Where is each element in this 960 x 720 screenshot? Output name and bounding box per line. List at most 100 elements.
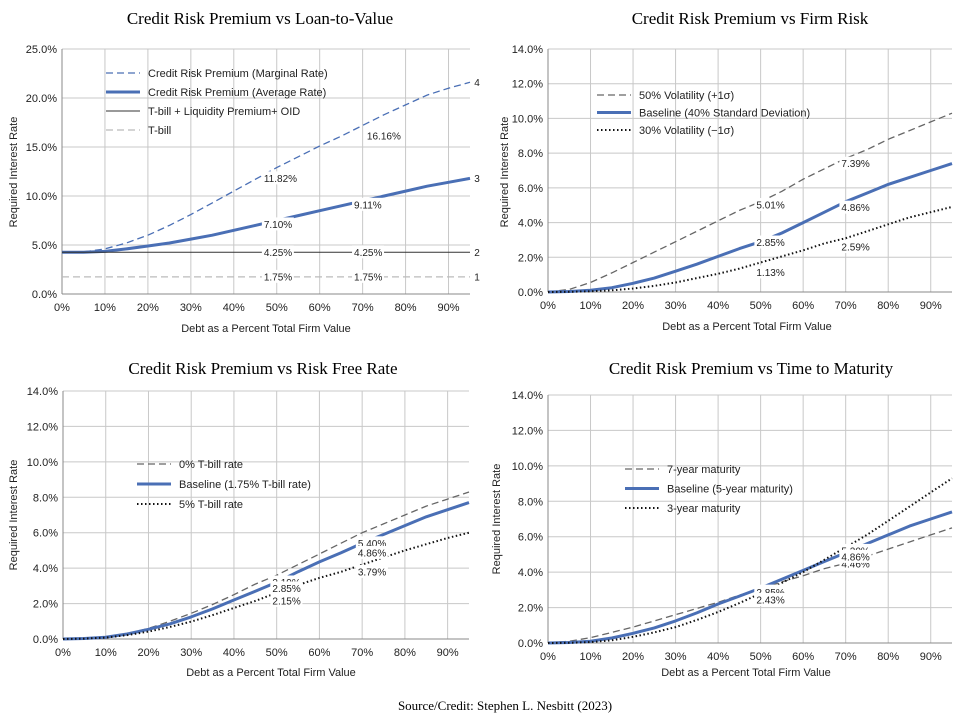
c2-annotation: 2.85% xyxy=(756,238,784,249)
c3-ytick-label: 2.0% xyxy=(33,599,58,611)
c2-xtick-label: 60% xyxy=(792,300,814,312)
c2-ytick-label: 10.0% xyxy=(512,113,543,125)
c1-annotation-bg xyxy=(352,197,385,211)
c1-ytick-label: 25.0% xyxy=(26,44,57,56)
c1-xtick-label: 60% xyxy=(309,302,331,314)
c3-annotation: 5.40% xyxy=(358,539,386,550)
c3-ytick-label: 8.0% xyxy=(33,492,58,504)
c4-xtick-label: 20% xyxy=(622,651,644,663)
c2-xtick-label: 30% xyxy=(665,300,687,312)
c2-ytick-label: 6.0% xyxy=(518,183,543,195)
c2-annotation-bg xyxy=(754,235,787,249)
c2-annotation: 5.01% xyxy=(756,201,784,212)
chart-1: Credit Risk Premium vs Loan-to-Value 0.0%… xyxy=(8,9,482,335)
c2-xtick-label: 70% xyxy=(835,300,857,312)
c3-annotation-bg xyxy=(355,545,388,559)
c1-xtick-label: 0% xyxy=(54,302,70,314)
c4-ytick-label: 10.0% xyxy=(512,461,543,473)
c4-xtick-label: 70% xyxy=(835,651,857,663)
c1-y-axis-label: Required Interest Rate xyxy=(8,117,20,228)
c3-xtick-label: 80% xyxy=(394,647,416,659)
c4-xtick-label: 30% xyxy=(665,651,687,663)
c1-annotation-bg xyxy=(261,245,294,259)
c4-ytick-label: 8.0% xyxy=(518,496,543,508)
c1-annotation: 3 xyxy=(474,174,480,185)
c2-annotation-bg xyxy=(754,265,787,279)
c4-legend-label: 7-year maturity xyxy=(667,464,741,476)
c1-annotation: 1 xyxy=(474,272,480,283)
c3-y-axis-label: Required Interest Rate xyxy=(8,460,20,571)
c4-ytick-label: 14.0% xyxy=(512,390,543,402)
c1-annotation-bg xyxy=(472,75,482,89)
c1-annotation-bg xyxy=(261,171,300,185)
c4-annotation: 2.43% xyxy=(756,595,784,606)
c3-xtick-label: 70% xyxy=(351,647,373,659)
c3-xtick-label: 60% xyxy=(308,647,330,659)
c2-ytick-label: 0.0% xyxy=(518,287,543,299)
c1-xtick-label: 80% xyxy=(395,302,417,314)
c2-ytick-label: 14.0% xyxy=(512,44,543,56)
c1-annotation: 9.11% xyxy=(354,200,382,211)
c2-annotation-bg xyxy=(839,240,872,254)
c2-legend-label: 30% Volatility (−1σ) xyxy=(639,125,734,137)
chart-4: Credit Risk Premium vs Time to Maturity 0… xyxy=(491,359,953,679)
c2-annotation-bg xyxy=(839,200,872,214)
c4-title: Credit Risk Premium vs Time to Maturity xyxy=(609,359,894,378)
c4-legend-label: 3-year maturity xyxy=(667,503,741,515)
c3-xtick-label: 90% xyxy=(437,647,459,659)
c1-xtick-label: 50% xyxy=(266,302,288,314)
c4-xtick-label: 50% xyxy=(750,651,772,663)
c1-series-line-2 xyxy=(62,176,471,254)
c3-series-line-2 xyxy=(62,501,470,641)
c4-annotation-bg xyxy=(839,549,872,563)
chart-3: Credit Risk Premium vs Risk Free Rate 0.0… xyxy=(8,359,470,679)
c4-ytick-label: 12.0% xyxy=(512,425,543,437)
c4-series-line-1 xyxy=(547,527,953,644)
c2-ytick-label: 12.0% xyxy=(512,79,543,91)
c4-annotation: 4.46% xyxy=(841,559,869,570)
c1-annotation: 4.25% xyxy=(264,248,292,259)
c1-annotation: 2 xyxy=(474,248,480,259)
c1-ytick-label: 20.0% xyxy=(26,93,57,105)
c3-legend-label: Baseline (1.75% T-bill rate) xyxy=(179,479,311,491)
c2-legend-label: 50% Volatility (+1σ) xyxy=(639,90,734,102)
c4-legend-label: Baseline (5-year maturity) xyxy=(667,484,793,496)
c1-annotation-bg xyxy=(364,129,403,143)
c3-ytick-label: 4.0% xyxy=(33,563,58,575)
c3-annotation-bg xyxy=(355,564,388,578)
c1-annotation-bg xyxy=(352,269,385,283)
c4-xtick-label: 60% xyxy=(792,651,814,663)
c1-legend-label: Credit Risk Premium (Marginal Rate) xyxy=(148,68,328,80)
c3-xtick-label: 50% xyxy=(266,647,288,659)
c1-annotation-bg xyxy=(261,269,294,283)
c1-legend-label: T-bill xyxy=(148,125,171,137)
c3-xtick-label: 10% xyxy=(95,647,117,659)
c1-ytick-label: 5.0% xyxy=(32,240,57,252)
c2-xtick-label: 40% xyxy=(707,300,729,312)
c3-ytick-label: 0.0% xyxy=(33,634,58,646)
c4-annotation-bg xyxy=(754,592,787,606)
c3-annotation-bg xyxy=(270,593,303,607)
c4-annotation: 4.86% xyxy=(841,552,869,563)
c3-annotation: 3.79% xyxy=(358,567,386,578)
c1-annotation-bg xyxy=(352,245,385,259)
c2-xtick-label: 10% xyxy=(580,300,602,312)
c1-annotation-bg xyxy=(261,217,294,231)
c3-legend-label: 5% T-bill rate xyxy=(179,499,243,511)
c4-ytick-label: 4.0% xyxy=(518,567,543,579)
c4-series-line-3 xyxy=(547,477,953,644)
c3-xtick-label: 40% xyxy=(223,647,245,659)
c2-xtick-label: 90% xyxy=(920,300,942,312)
c4-xtick-label: 10% xyxy=(580,651,602,663)
c1-annotation: 11.82% xyxy=(264,174,297,185)
c2-annotation-bg xyxy=(839,156,872,170)
c3-title: Credit Risk Premium vs Risk Free Rate xyxy=(128,359,397,378)
c2-x-axis-label: Debt as a Percent Total Firm Value xyxy=(662,321,832,333)
c1-xtick-label: 10% xyxy=(94,302,116,314)
c2-title: Credit Risk Premium vs Firm Risk xyxy=(632,9,869,28)
c3-annotation-bg xyxy=(270,581,303,595)
c2-xtick-label: 0% xyxy=(540,300,556,312)
c1-annotation: 7.10% xyxy=(264,220,292,231)
c1-xtick-label: 90% xyxy=(438,302,460,314)
c4-y-axis-label: Required Interest Rate xyxy=(491,464,503,575)
